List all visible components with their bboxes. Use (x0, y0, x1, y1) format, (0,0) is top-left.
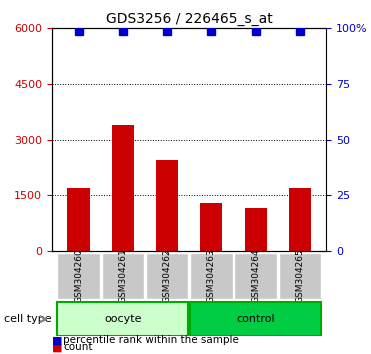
Text: percentile rank within the sample: percentile rank within the sample (63, 335, 239, 345)
Text: GSM304263: GSM304263 (207, 248, 216, 303)
Text: control: control (236, 314, 275, 324)
Text: count: count (63, 342, 93, 352)
FancyBboxPatch shape (190, 253, 233, 299)
Bar (156, 160, 178, 251)
Bar (200, 203, 223, 251)
FancyBboxPatch shape (146, 253, 188, 299)
Bar (112, 125, 134, 251)
FancyBboxPatch shape (102, 253, 144, 299)
Text: GSM304262: GSM304262 (162, 248, 171, 303)
Text: ■: ■ (52, 342, 62, 352)
Bar (244, 209, 267, 251)
Text: cell type: cell type (4, 314, 52, 324)
FancyBboxPatch shape (234, 253, 277, 299)
Bar (289, 188, 311, 251)
Text: GSM304260: GSM304260 (74, 248, 83, 303)
Text: GSM304264: GSM304264 (251, 248, 260, 303)
FancyBboxPatch shape (279, 253, 321, 299)
Text: GSM304265: GSM304265 (295, 248, 305, 303)
Text: ■: ■ (52, 335, 62, 345)
FancyBboxPatch shape (190, 302, 321, 336)
Text: oocyte: oocyte (104, 314, 142, 324)
FancyBboxPatch shape (57, 253, 100, 299)
FancyBboxPatch shape (57, 302, 188, 336)
Title: GDS3256 / 226465_s_at: GDS3256 / 226465_s_at (106, 12, 273, 26)
Bar (68, 188, 89, 251)
Text: GSM304261: GSM304261 (118, 248, 127, 303)
